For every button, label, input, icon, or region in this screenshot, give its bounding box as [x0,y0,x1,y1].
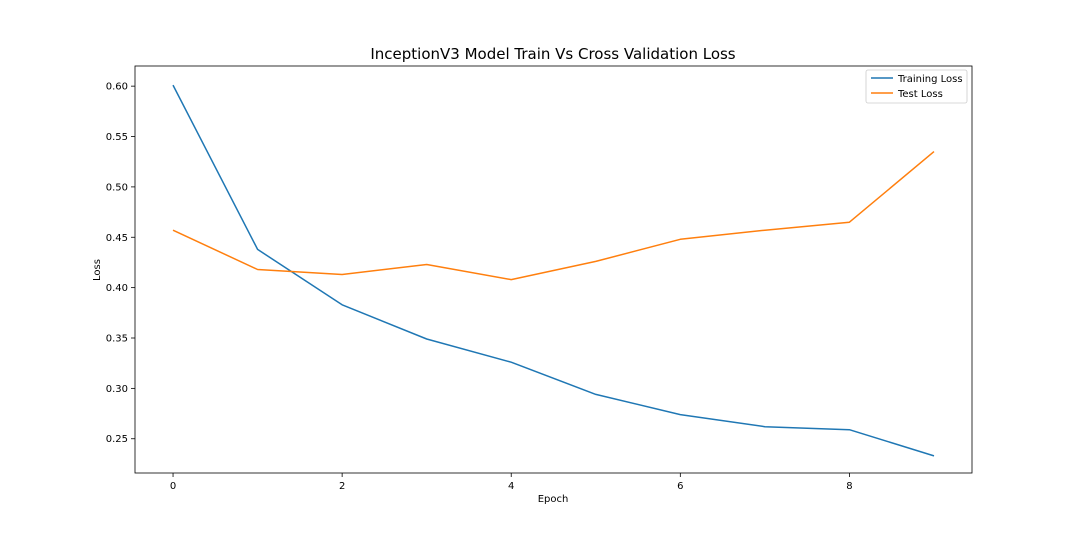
y-tick-label: 0.35 [106,334,128,345]
plot-lines [172,84,935,457]
x-tick-label: 8 [846,481,852,492]
legend: Training Loss Test Loss [865,69,968,104]
y-tick-label: 0.40 [106,283,128,294]
x-tick-label: 0 [170,481,176,492]
y-axis-label: Loss [92,259,103,281]
y-tick-label: 0.25 [106,434,128,445]
plot-frame [134,65,973,474]
x-tick-label: 2 [339,481,345,492]
y-tick-label: 0.30 [106,384,128,395]
legend-label-test-loss: Test Loss [897,89,943,100]
y-axis-ticks: 0.25 0.30 0.35 0.40 0.45 0.50 0.55 0.60 [106,82,135,445]
chart-title: InceptionV3 Model Train Vs Cross Validat… [370,45,735,63]
x-tick-label: 6 [677,481,683,492]
x-axis-label: Epoch [538,494,569,505]
x-axis-ticks: 0 2 4 6 8 [170,473,853,492]
legend-label-training-loss: Training Loss [897,74,963,85]
y-tick-label: 0.55 [106,132,128,143]
y-tick-label: 0.50 [106,182,128,193]
y-tick-label: 0.60 [106,82,128,93]
y-tick-label: 0.45 [106,233,128,244]
x-tick-label: 4 [508,481,514,492]
series-line-test-loss [172,151,935,281]
series-line-training-loss [172,84,935,457]
